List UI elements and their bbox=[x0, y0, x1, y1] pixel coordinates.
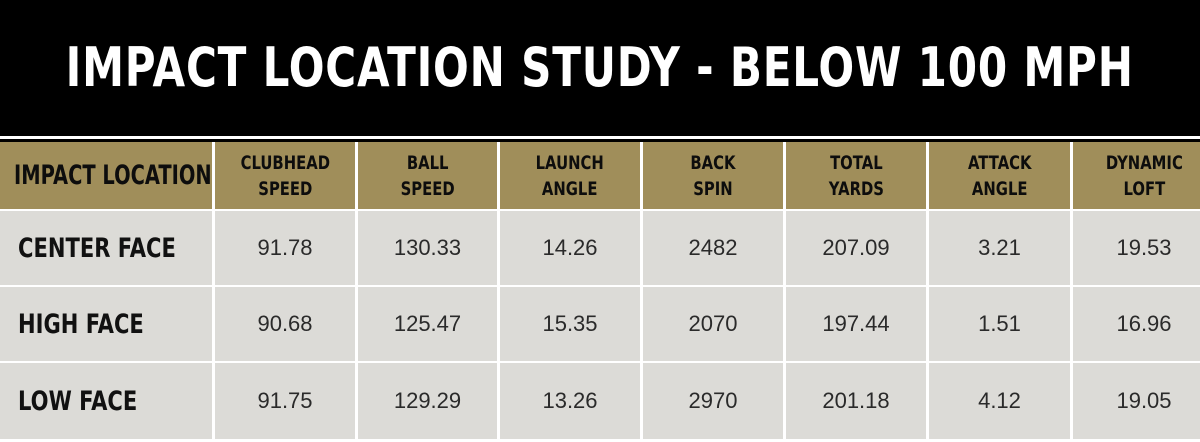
table-cell: 13.26 bbox=[500, 363, 640, 439]
table-cell: 3.21 bbox=[929, 211, 1070, 285]
row-label-low-face: LOW FACE bbox=[0, 363, 212, 439]
table-cell: 91.75 bbox=[215, 363, 355, 439]
table-cell: 19.05 bbox=[1073, 363, 1200, 439]
table-cell: 207.09 bbox=[786, 211, 926, 285]
table-cell: 14.26 bbox=[500, 211, 640, 285]
table-cell: 2970 bbox=[643, 363, 783, 439]
row-label-center-face: CENTER FACE bbox=[0, 211, 212, 285]
table-cell: 19.53 bbox=[1073, 211, 1200, 285]
column-header-launch-angle: LAUNCH ANGLE bbox=[500, 142, 640, 209]
table-cell: 125.47 bbox=[358, 287, 497, 361]
column-header-back-spin: BACK SPIN bbox=[643, 142, 783, 209]
column-header-attack-angle: ATTACK ANGLE bbox=[929, 142, 1070, 209]
table-cell: 1.51 bbox=[929, 287, 1070, 361]
table-cell: 15.35 bbox=[500, 287, 640, 361]
column-header-ball-speed: BALL SPEED bbox=[358, 142, 497, 209]
table-cell: 2070 bbox=[643, 287, 783, 361]
column-header-total-yards: TOTAL YARDS bbox=[786, 142, 926, 209]
table-cell: 4.12 bbox=[929, 363, 1070, 439]
page-title: IMPACT LOCATION STUDY - BELOW 100 MPH bbox=[65, 36, 1135, 99]
table-cell: 201.18 bbox=[786, 363, 926, 439]
row-label-high-face: HIGH FACE bbox=[0, 287, 212, 361]
table-cell: 91.78 bbox=[215, 211, 355, 285]
column-header-impact-location: IMPACT LOCATION bbox=[0, 142, 212, 209]
table-cell: 129.29 bbox=[358, 363, 497, 439]
column-header-dynamic-loft: DYNAMIC LOFT bbox=[1073, 142, 1200, 209]
table-cell: 197.44 bbox=[786, 287, 926, 361]
table-cell: 90.68 bbox=[215, 287, 355, 361]
impact-location-table: IMPACT LOCATION CLUBHEAD SPEED BALL SPEE… bbox=[0, 142, 1200, 442]
title-banner: IMPACT LOCATION STUDY - BELOW 100 MPH bbox=[0, 0, 1200, 136]
column-header-clubhead-speed: CLUBHEAD SPEED bbox=[215, 142, 355, 209]
table-cell: 2482 bbox=[643, 211, 783, 285]
title-divider bbox=[0, 136, 1200, 139]
table-cell: 16.96 bbox=[1073, 287, 1200, 361]
table-cell: 130.33 bbox=[358, 211, 497, 285]
